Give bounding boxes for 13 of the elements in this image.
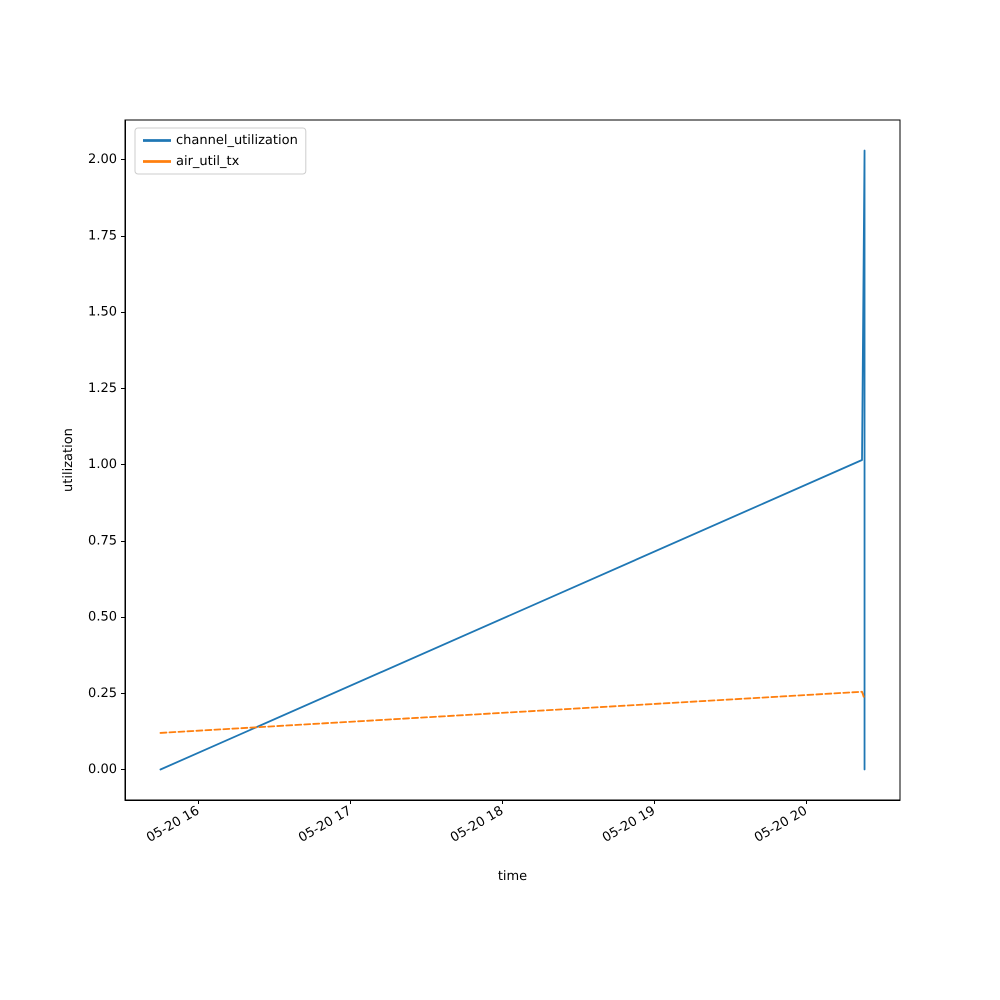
y-tick-label: 0.75: [88, 533, 117, 548]
y-tick-label: 0.00: [88, 762, 117, 778]
legend-label: air_util_tx: [176, 154, 240, 169]
y-tick-label: 1.25: [88, 380, 117, 396]
y-tick-label: 0.50: [88, 610, 117, 625]
y-tick-label: 1.75: [88, 228, 117, 244]
y-tick-label: 1.00: [88, 457, 117, 472]
y-tick-label: 2.00: [88, 152, 117, 168]
y-tick-label: 0.25: [88, 686, 117, 701]
y-axis-title: utilization: [61, 428, 76, 492]
y-tick-label: 1.50: [88, 304, 117, 320]
legend-label: channel_utilization: [176, 133, 298, 148]
x-axis-title: time: [498, 869, 528, 884]
